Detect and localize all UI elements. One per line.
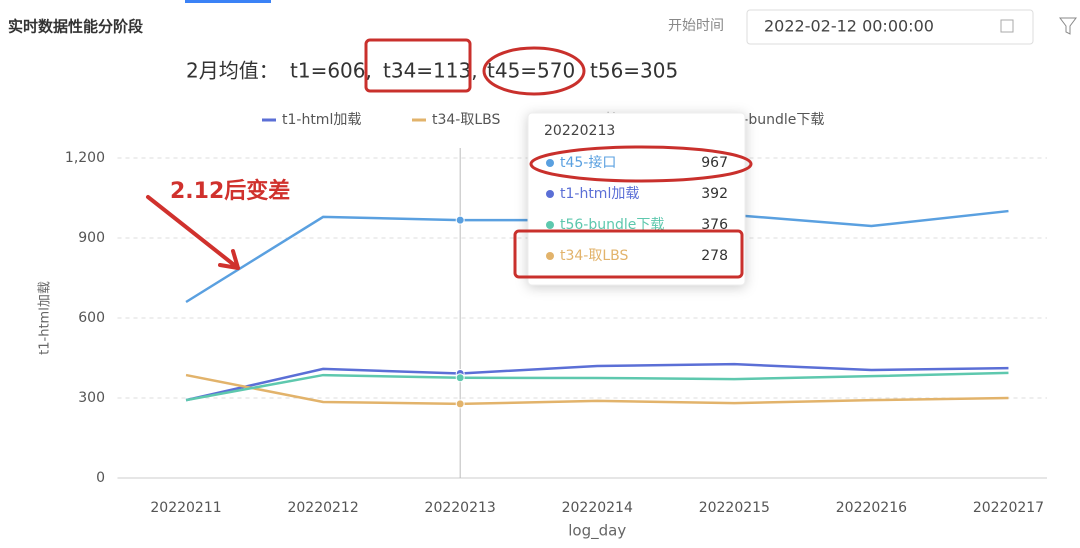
x-tick-label: 20220211 bbox=[150, 500, 221, 516]
tooltip-name: t34-取LBS bbox=[560, 248, 629, 264]
highlight-box bbox=[513, 229, 744, 279]
filter-icon[interactable] bbox=[1059, 17, 1077, 35]
date-picker[interactable] bbox=[746, 9, 1034, 45]
active-tab bbox=[185, 0, 271, 3]
highlight-ellipse bbox=[482, 46, 586, 96]
start-label: 开始时间 bbox=[668, 18, 724, 34]
tooltip-dot bbox=[546, 190, 554, 198]
legend-label: t34-取LBS bbox=[432, 112, 501, 128]
series-line bbox=[185, 371, 1009, 402]
y-tick-label: 0 bbox=[96, 470, 105, 486]
tooltip-value: 278 bbox=[701, 248, 728, 264]
summary-item: t45=570 bbox=[487, 59, 575, 83]
x-tick-label: 20220213 bbox=[425, 500, 496, 516]
tooltip-dot bbox=[546, 221, 554, 229]
tooltip-title: 20220213 bbox=[544, 123, 615, 139]
hover-point bbox=[455, 399, 465, 409]
x-tick-label: 20220212 bbox=[287, 500, 358, 516]
annotation-arrow bbox=[146, 195, 240, 270]
annotation: 2.12后变差 bbox=[170, 178, 290, 204]
series-line bbox=[185, 373, 1009, 406]
highlight-ellipse bbox=[529, 145, 753, 183]
panel-title: 实时数据性能分阶段 bbox=[8, 18, 143, 36]
tooltip-value: 376 bbox=[701, 217, 728, 233]
y-tick-label: 1,200 bbox=[65, 150, 105, 166]
tooltip-name: t56-bundle下载 bbox=[560, 217, 664, 233]
tooltip-dot bbox=[546, 252, 554, 260]
tooltip-value: 392 bbox=[701, 186, 728, 202]
legend-label: t56-bundle下载 bbox=[720, 112, 824, 128]
y-tick-label: 600 bbox=[78, 310, 105, 326]
y-axis-label: t1-html加载 bbox=[38, 281, 53, 355]
x-tick-label: 20220215 bbox=[699, 500, 770, 516]
hover-point bbox=[455, 215, 465, 225]
summary-prefix: 2月均值： bbox=[186, 59, 279, 83]
calendar-icon bbox=[1000, 19, 1014, 33]
x-axis-label: log_day bbox=[568, 522, 626, 541]
tooltip bbox=[527, 112, 746, 286]
y-tick-label: 900 bbox=[78, 230, 105, 246]
summary-item: t56=305 bbox=[590, 59, 678, 83]
tooltip-name: t45-接口 bbox=[560, 154, 616, 171]
legend-label: t1-html加载 bbox=[282, 112, 361, 128]
hover-point bbox=[455, 373, 465, 383]
highlight-box bbox=[364, 38, 472, 93]
y-tick-label: 300 bbox=[78, 390, 105, 406]
start-value: 2022-02-12 00:00:00 bbox=[764, 17, 934, 36]
tooltip-value: 967 bbox=[701, 155, 728, 171]
x-tick-label: 20220214 bbox=[562, 500, 633, 516]
series-line bbox=[185, 362, 1009, 402]
x-tick-label: 20220216 bbox=[836, 500, 907, 516]
summary-item: t34=113, bbox=[383, 59, 478, 83]
tooltip-name: t1-html加载 bbox=[560, 186, 639, 202]
tooltip-dot bbox=[546, 159, 554, 167]
x-tick-label: 20220217 bbox=[973, 500, 1044, 516]
summary-item: t1=606, bbox=[290, 59, 372, 83]
